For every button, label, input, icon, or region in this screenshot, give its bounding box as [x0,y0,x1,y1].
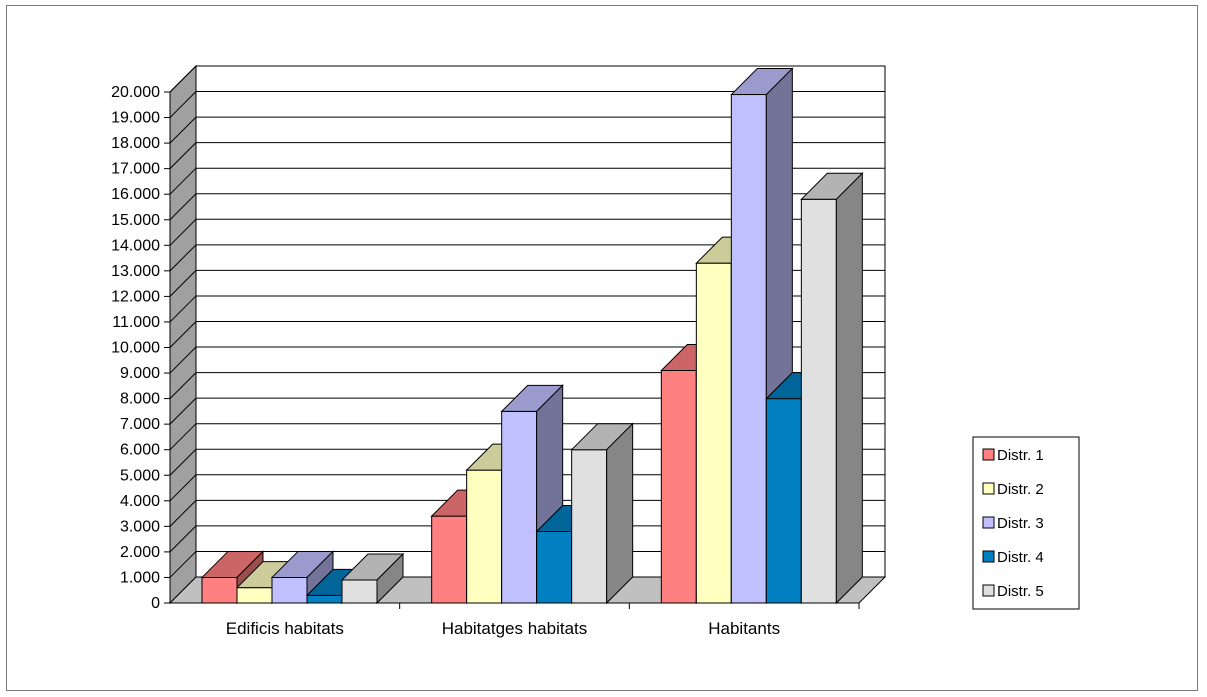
bar-front [765,398,802,604]
legend-item: Distr. 3 [982,515,1044,532]
y-tick-label: 19.000 [111,110,160,127]
y-tick-label: 15.000 [111,212,160,229]
gridline [169,499,885,527]
legend: Distr. 1 Distr. 2 Distr. 3 Distr. 4 Distr. 5 [972,436,1080,610]
gridline [169,448,885,476]
y-axis-ticks: 0 1.000 2.000 3.000 4.000 5.000 6.000 7.000 8.00… [111,84,171,612]
legend-swatch [982,584,995,597]
y-tick-label: 0 [151,595,160,612]
x-tick-label: Edificis habitats [226,619,344,638]
bar-front [201,576,238,604]
y-tick-label: 13.000 [111,263,160,280]
x-tick-label: Habitatges habitats [442,619,588,638]
gridline [169,218,885,246]
gridline [169,550,885,578]
legend-label: Distr. 3 [997,515,1044,532]
gridline [169,474,885,502]
bar-front [695,262,732,604]
legend-label: Distr. 5 [997,583,1044,600]
y-tick-label: 4.000 [120,493,160,510]
gridline [169,244,885,272]
y-tick-label: 8.000 [120,391,160,408]
legend-label: Distr. 2 [997,481,1044,498]
y-tick-label: 2.000 [120,544,160,561]
gridline [169,321,885,348]
bar-front [800,198,837,604]
gridline [169,269,885,297]
y-tick-label: 5.000 [120,467,160,484]
legend-swatch [982,550,995,563]
y-tick-label: 3.000 [120,518,160,535]
y-tick-label: 10.000 [111,340,160,357]
y-tick-label: 14.000 [111,237,160,254]
bar-front [501,410,538,604]
y-tick-label: 20.000 [111,84,160,101]
bar-side [376,552,404,605]
y-tick-label: 16.000 [111,186,160,203]
legend-item: Distr. 4 [982,549,1044,566]
y-tick-label: 6.000 [120,442,160,459]
bar-front [306,594,343,604]
gridline [169,91,885,118]
y-tick-label: 11.000 [112,314,160,331]
legend-item: Distr. 2 [982,481,1044,498]
gridline [169,142,885,170]
legend-label: Distr. 4 [997,549,1044,566]
bar [730,67,794,605]
y-tick-label: 17.000 [111,161,160,178]
bar [340,552,405,605]
legend-label: Distr. 1 [997,447,1044,464]
gridline [169,295,885,323]
gridline [169,397,885,425]
chart-frame: 0 1.000 2.000 3.000 4.000 5.000 6.000 7.000 8.00… [6,5,1198,691]
gridline [169,167,885,195]
bar-side [606,422,634,605]
bar-front [571,449,608,604]
x-axis-ticks: Edificis habitats Habitatges habitats Habi… [170,602,860,638]
bar-front [236,587,273,604]
bar-side [835,172,863,605]
legend-item: Distr. 5 [982,583,1044,600]
gridline [169,423,885,451]
y-tick-label: 18.000 [111,135,160,152]
bar-front [431,515,468,604]
bar-front [730,94,767,604]
bar-front [341,579,378,604]
bar-front [466,469,503,604]
bar [800,172,864,605]
gridlines [169,65,885,578]
gridline [169,525,885,553]
gridline [169,193,885,221]
bar [570,422,634,605]
gridline [169,65,885,93]
bar-chart-3d: 0 1.000 2.000 3.000 4.000 5.000 6.000 7.000 8.00… [111,64,1080,638]
bars [200,67,864,605]
legend-swatch [982,448,995,461]
legend-swatch [982,516,995,529]
y-tick-label: 1.000 [120,569,160,586]
gridline [169,372,885,399]
bar-front [271,576,308,604]
y-tick-label: 7.000 [120,416,160,433]
y-tick-label: 9.000 [120,365,160,382]
legend-swatch [982,482,995,495]
bar-front [536,530,573,604]
gridline [169,116,885,144]
x-tick-label: Habitants [708,619,780,638]
gridline [169,346,885,374]
bar-front [660,369,697,604]
y-tick-label: 12.000 [111,288,160,305]
legend-item: Distr. 1 [982,447,1044,464]
